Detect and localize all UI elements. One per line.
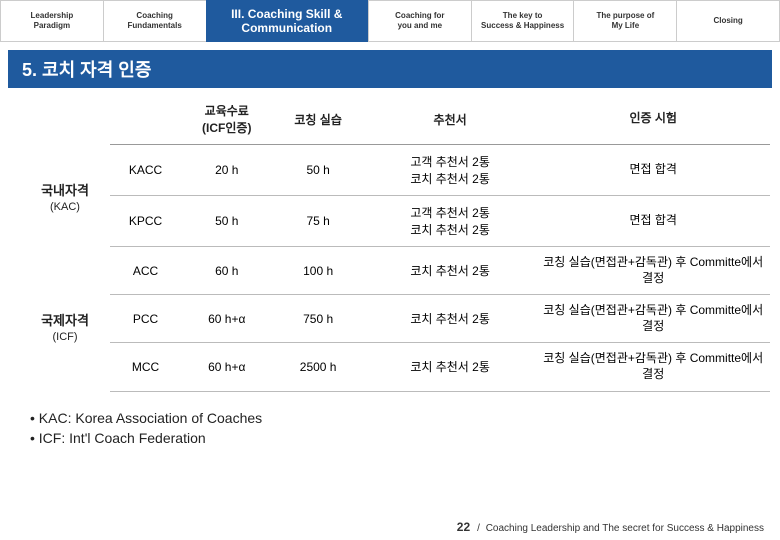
col-header: 인증 시험 (536, 94, 770, 145)
footnote: • KAC: Korea Association of Coaches (30, 410, 780, 426)
table-cell: KPCC (110, 196, 181, 247)
table-row: ACC60 h100 h코치 추천서 2통코칭 실습(면접관+감독관) 후 Co… (110, 247, 770, 295)
table-header-row: 교육수료 (ICF인증)코칭 실습추천서인증 시험 (110, 94, 770, 145)
footer-text: Coaching Leadership and The secret for S… (486, 523, 764, 534)
table-cell: 고객 추천서 2통 코치 추천서 2통 (364, 196, 537, 247)
table-cell: 면접 합격 (536, 196, 770, 247)
table-cell: 면접 합격 (536, 145, 770, 196)
table-row: PCC60 h+α750 h코치 추천서 2통코칭 실습(면접관+감독관) 후 … (110, 295, 770, 343)
nav-tab[interactable]: III. Coaching Skill & Communication (206, 0, 368, 42)
nav-tab[interactable]: Closing (676, 0, 780, 42)
nav-tab[interactable]: The purpose of My Life (573, 0, 676, 42)
table-cell: PCC (110, 295, 181, 343)
table-cell: 60 h (181, 247, 272, 295)
cert-table: 교육수료 (ICF인증)코칭 실습추천서인증 시험 KACC20 h50 h고객… (110, 94, 770, 392)
nav-tab[interactable]: Coaching Fundamentals (103, 0, 206, 42)
nav-tab[interactable]: Leadership Paradigm (0, 0, 103, 42)
table-row: KPCC50 h75 h고객 추천서 2통 코치 추천서 2통면접 합격 (110, 196, 770, 247)
table-cell: 75 h (272, 196, 363, 247)
table-cell: 코치 추천서 2통 (364, 343, 537, 391)
table-cell: ACC (110, 247, 181, 295)
table-cell: 코치 추천서 2통 (364, 295, 537, 343)
cert-table-wrap: 국내자격(KAC)국제자격(ICF) 교육수료 (ICF인증)코칭 실습추천서인… (20, 94, 770, 392)
footer: 22 / Coaching Leadership and The secret f… (457, 520, 764, 534)
col-header: 교육수료 (ICF인증) (181, 94, 272, 145)
row-group-header: 국내자격(KAC) (20, 132, 110, 262)
table-row: KACC20 h50 h고객 추천서 2통 코치 추천서 2통면접 합격 (110, 145, 770, 196)
table-cell: 코칭 실습(면접관+감독관) 후 Committe에서 결정 (536, 295, 770, 343)
row-group-header: 국제자격(ICF) (20, 262, 110, 392)
footer-sep: / (477, 523, 480, 534)
table-cell: KACC (110, 145, 181, 196)
page-number: 22 (457, 520, 470, 534)
table-cell: 20 h (181, 145, 272, 196)
footnotes: • KAC: Korea Association of Coaches • ICF… (30, 410, 780, 446)
col-header: 코칭 실습 (272, 94, 363, 145)
table-cell: 60 h+α (181, 295, 272, 343)
col-header (110, 94, 181, 145)
table-cell: 50 h (181, 196, 272, 247)
nav-tab[interactable]: The key to Success & Happiness (471, 0, 574, 42)
table-cell: 코칭 실습(면접관+감독관) 후 Committe에서 결정 (536, 247, 770, 295)
nav-tabs: Leadership ParadigmCoaching Fundamentals… (0, 0, 780, 42)
nav-tab[interactable]: Coaching for you and me (368, 0, 471, 42)
table-row: MCC60 h+α2500 h코치 추천서 2통코칭 실습(면접관+감독관) 후… (110, 343, 770, 391)
table-cell: 100 h (272, 247, 363, 295)
col-header: 추천서 (364, 94, 537, 145)
table-cell: 코칭 실습(면접관+감독관) 후 Committe에서 결정 (536, 343, 770, 391)
footnote: • ICF: Int'l Coach Federation (30, 430, 780, 446)
table-cell: 고객 추천서 2통 코치 추천서 2통 (364, 145, 537, 196)
table-cell: 2500 h (272, 343, 363, 391)
table-cell: 50 h (272, 145, 363, 196)
table-cell: 60 h+α (181, 343, 272, 391)
table-cell: 750 h (272, 295, 363, 343)
table-cell: 코치 추천서 2통 (364, 247, 537, 295)
section-title: 5. 코치 자격 인증 (8, 50, 772, 88)
row-group-headers: 국내자격(KAC)국제자격(ICF) (20, 94, 110, 392)
table-cell: MCC (110, 343, 181, 391)
